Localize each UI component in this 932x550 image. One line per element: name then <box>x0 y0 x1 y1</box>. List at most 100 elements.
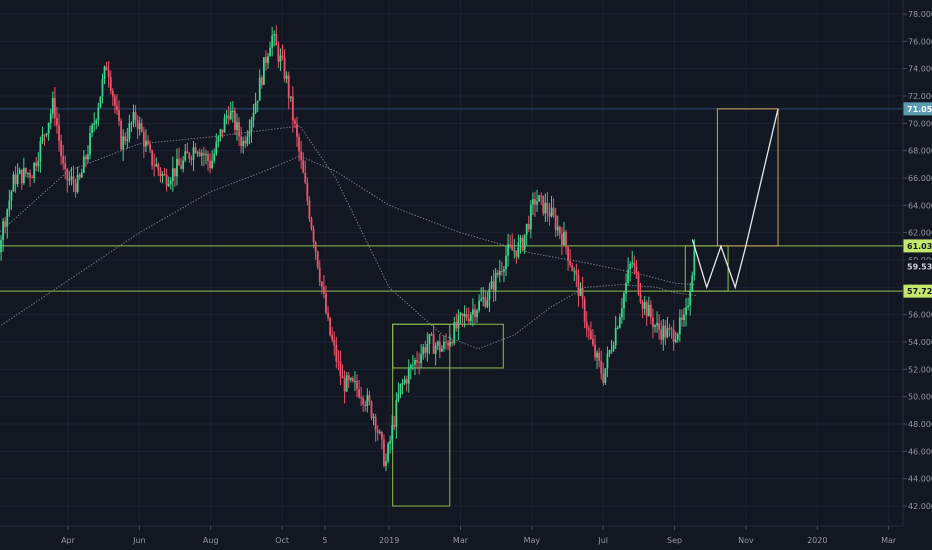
candle-body <box>198 152 201 156</box>
candle-body <box>635 265 638 273</box>
candle-body <box>451 342 454 344</box>
candle-body <box>527 223 530 230</box>
time-tick-label: Aug <box>203 536 219 545</box>
candle-body <box>455 322 458 329</box>
time-tick-label: 5 <box>322 536 327 545</box>
time-tick-label: 2019 <box>379 536 399 545</box>
candle-body <box>227 115 230 120</box>
candle-body <box>397 393 400 401</box>
candle-body <box>409 365 412 369</box>
candle-body <box>349 378 352 380</box>
price-axis[interactable]: 42.000 44.000 46.000 48.000 50.000 52.000 54.0… <box>902 0 932 526</box>
candle-body <box>22 168 25 184</box>
candle-body <box>140 123 143 132</box>
candle-body <box>236 122 238 131</box>
time-tick-label: Mar <box>453 536 469 545</box>
candle-body <box>248 131 251 137</box>
candle-body <box>289 96 292 98</box>
candle-body <box>521 237 524 250</box>
candle-body <box>43 134 46 136</box>
candle-body <box>656 323 658 326</box>
candle-body <box>532 199 534 205</box>
candle-body <box>107 70 110 78</box>
candle-body <box>467 318 470 322</box>
candle-body <box>662 325 665 340</box>
candle-body <box>579 287 582 296</box>
candle-body <box>304 172 307 183</box>
candle-body <box>525 223 528 235</box>
projection-layer <box>691 108 779 290</box>
candle-body <box>298 136 300 152</box>
candle-body <box>416 359 418 363</box>
candle-body <box>10 191 13 201</box>
candle-body <box>312 228 315 243</box>
candle-body <box>103 66 106 80</box>
candle-body <box>173 168 176 177</box>
candle-body <box>62 156 65 164</box>
candle-body <box>565 231 567 248</box>
time-axis[interactable]: ebAprJunAugOct52019MarMayJulSepNov2020Ma… <box>0 525 903 545</box>
candle-body <box>176 158 178 177</box>
candle-body <box>347 375 350 380</box>
candle-body <box>643 302 646 309</box>
candle-body <box>498 270 501 275</box>
candle-body <box>281 55 284 58</box>
candle-body <box>302 159 305 173</box>
candle-body <box>130 123 133 125</box>
candle-body <box>169 180 172 185</box>
candle-body <box>360 396 363 398</box>
candle-body <box>385 461 387 466</box>
candle-body <box>654 325 656 327</box>
price-tick-label: 62.000 <box>908 229 932 238</box>
candle-body <box>145 140 147 147</box>
candle-body <box>225 115 228 118</box>
candle-body <box>294 120 296 124</box>
candle-body <box>364 404 367 407</box>
projection-path <box>691 108 779 290</box>
candle-body <box>6 209 9 227</box>
candle-body <box>370 401 373 418</box>
candle-body <box>12 174 15 192</box>
candle-body <box>407 368 410 384</box>
candle-body <box>122 136 125 150</box>
candle-body <box>552 207 555 216</box>
candle-body <box>231 110 234 112</box>
candle-body <box>463 314 466 317</box>
candle-body <box>64 163 67 169</box>
candle-body <box>271 35 274 48</box>
candle-body <box>453 322 456 344</box>
candle-body <box>215 141 218 154</box>
candle-body <box>333 339 336 345</box>
candle-body <box>606 353 609 369</box>
candle-body <box>366 395 369 407</box>
candle-body <box>256 100 259 103</box>
candle-body <box>486 300 489 307</box>
candle-body <box>118 110 120 121</box>
price-tick-label: 66.000 <box>908 174 932 183</box>
candle-body <box>155 164 158 167</box>
candle-body <box>585 321 588 329</box>
time-tick-label: Sep <box>667 536 682 545</box>
candle-body <box>337 361 340 363</box>
candle-body <box>563 231 565 245</box>
candle-body <box>41 134 44 141</box>
candle-body <box>283 57 286 79</box>
candle-body <box>620 308 623 318</box>
candle-body <box>31 177 34 179</box>
candle-body <box>310 218 313 229</box>
candle-body <box>414 359 416 365</box>
candle-body <box>97 107 100 121</box>
price-tags-layer: 71.059 61.031 59.535 57.720 <box>903 102 932 298</box>
candle-body <box>93 123 96 126</box>
candle-body <box>200 153 203 156</box>
candle-body <box>422 347 425 355</box>
candle-body <box>548 212 551 217</box>
candle-body <box>35 162 38 167</box>
candle-body <box>72 176 75 184</box>
candle-body <box>689 291 692 306</box>
candle-body <box>581 287 584 300</box>
price-tag-label: 57.720 <box>907 287 932 296</box>
candle-body <box>507 244 509 256</box>
